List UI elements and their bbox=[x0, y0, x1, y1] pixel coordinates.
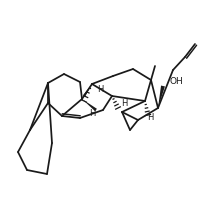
Polygon shape bbox=[83, 84, 92, 97]
Text: H: H bbox=[89, 109, 95, 119]
Text: H: H bbox=[147, 113, 153, 121]
Text: H: H bbox=[97, 85, 103, 95]
Text: OH: OH bbox=[170, 78, 184, 86]
Text: H: H bbox=[121, 100, 127, 108]
Polygon shape bbox=[158, 86, 165, 108]
Polygon shape bbox=[82, 99, 97, 111]
